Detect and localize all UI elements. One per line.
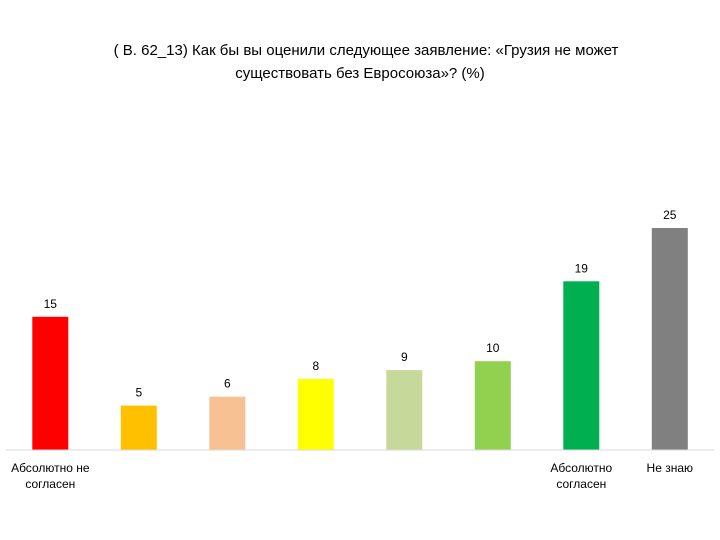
category-label-7-line-1: Абсолютно <box>550 461 612 475</box>
data-label-7: 19 <box>575 261 589 275</box>
bar-6 <box>474 361 511 450</box>
data-label-6: 10 <box>486 341 500 355</box>
category-label-7-line-2: согласен <box>556 477 606 491</box>
bar-5 <box>386 370 423 450</box>
data-label-5: 9 <box>401 350 408 364</box>
bar-7 <box>563 281 600 450</box>
chart-title-line-1: ( В. 62_13) Как бы вы оценили следующее … <box>114 42 619 59</box>
data-label-4: 8 <box>312 359 319 373</box>
chart-title: ( В. 62_13) Как бы вы оценили следующее … <box>114 42 619 82</box>
bar-8 <box>651 228 688 450</box>
category-label-8-line-1: Не знаю <box>647 461 693 475</box>
bar-1 <box>32 316 69 450</box>
chart-title-line-2: существовать без Евросоюза»? (%) <box>235 65 485 82</box>
bar-4 <box>297 379 334 450</box>
data-label-2: 5 <box>135 386 142 400</box>
data-label-3: 6 <box>224 377 231 391</box>
category-label-1-line-1: Абсолютно не <box>11 461 90 475</box>
data-label-1: 15 <box>44 297 58 311</box>
bar-2 <box>120 405 157 450</box>
data-label-8: 25 <box>663 208 677 222</box>
bar-3 <box>209 396 246 450</box>
category-label-1-line-2: согласен <box>25 477 75 491</box>
